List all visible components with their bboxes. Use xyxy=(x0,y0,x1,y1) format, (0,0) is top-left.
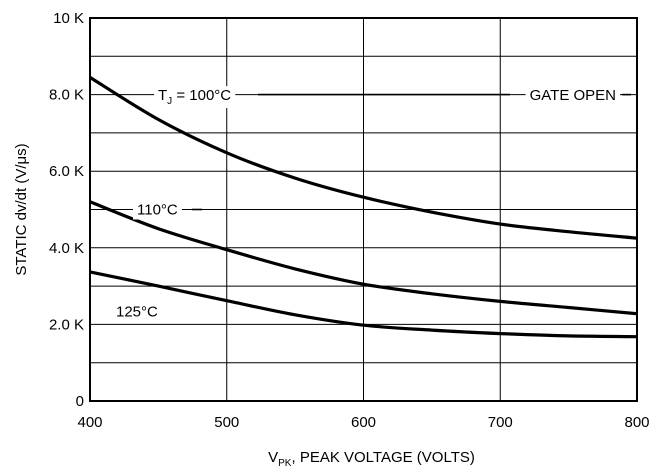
x-tick-label: 800 xyxy=(624,414,649,431)
x-tick-label: 500 xyxy=(214,414,239,431)
y-tick-label: 0 xyxy=(76,393,84,410)
series-line-1 xyxy=(89,200,638,316)
label-125: 125°C xyxy=(116,303,158,320)
y-tick-label: 8.0 K xyxy=(49,87,84,104)
label-background xyxy=(133,200,182,220)
y-tick-labels: 0 2.0 K 4.0 K 6.0 K 8.0 K 10 K xyxy=(49,10,84,410)
label-gate-open: GATE OPEN xyxy=(530,87,616,104)
series-line-2 xyxy=(89,270,638,339)
label-tj-100: TJ = 100°C xyxy=(158,87,231,107)
series-line-0 xyxy=(89,76,638,240)
x-tick-label: 700 xyxy=(488,414,513,431)
label-background xyxy=(112,302,163,322)
plot-frame xyxy=(89,17,638,402)
y-axis-title: STATIC dv/dt (V/μs) xyxy=(13,143,30,275)
y-tick-label: 2.0 K xyxy=(49,316,84,333)
curves xyxy=(89,76,638,339)
x-axis-title: VPK, PEAK VOLTAGE (VOLTS) xyxy=(268,449,475,469)
x-tick-label: 600 xyxy=(351,414,376,431)
y-tick-label: 10 K xyxy=(53,10,84,27)
label-background xyxy=(154,86,236,109)
x-tick-label: 400 xyxy=(77,414,102,431)
annotations: TJ = 100°C 110°C 125°C GATE OPEN xyxy=(112,86,631,322)
y-tick-label: 6.0 K xyxy=(49,163,84,180)
y-tick-label: 4.0 K xyxy=(49,240,84,257)
label-background xyxy=(525,86,620,106)
label-110: 110°C xyxy=(137,202,178,219)
x-tick-labels: 400 500 600 700 800 xyxy=(77,414,649,431)
